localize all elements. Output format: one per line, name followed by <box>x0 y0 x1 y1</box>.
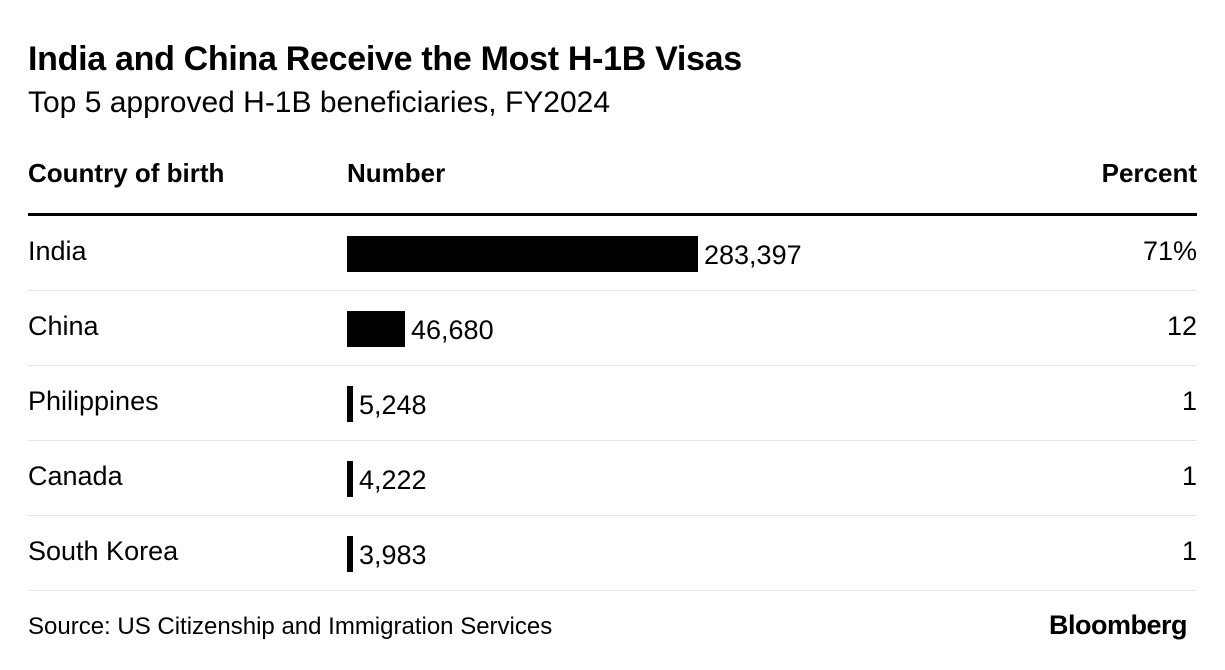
number-value: 5,248 <box>359 390 427 420</box>
country-label: Philippines <box>28 386 159 416</box>
number-bar <box>347 461 353 497</box>
row-divider <box>28 590 1197 591</box>
number-bar <box>347 536 353 572</box>
percent-value: 1 <box>1181 386 1197 416</box>
column-header-percent: Percent <box>1101 158 1197 188</box>
chart-title: India and China Receive the Most H-1B Vi… <box>28 40 742 78</box>
number-value: 4,222 <box>359 465 427 495</box>
number-bar <box>347 386 353 422</box>
row-divider <box>28 440 1197 441</box>
row-divider <box>28 515 1197 516</box>
number-bar <box>347 236 698 272</box>
country-label: India <box>28 236 87 266</box>
number-value: 283,397 <box>704 240 802 270</box>
table-row: Philippines 5,248 1 <box>28 366 1197 441</box>
header-rule <box>28 213 1197 216</box>
column-header-country: Country of birth <box>28 158 225 188</box>
bloomberg-logo: Bloomberg <box>1048 610 1188 640</box>
number-value: 46,680 <box>411 315 494 345</box>
source-note: Source: US Citizenship and Immigration S… <box>28 613 553 640</box>
row-divider <box>28 290 1197 291</box>
chart-subtitle: Top 5 approved H-1B beneficiaries, FY202… <box>28 86 611 119</box>
percent-value: 71% <box>1142 236 1197 266</box>
percent-value: 12 <box>1166 311 1197 341</box>
country-label: South Korea <box>28 536 179 566</box>
number-value: 3,983 <box>359 540 427 570</box>
table-row: China 46,680 12 <box>28 291 1197 366</box>
percent-value: 1 <box>1181 461 1197 491</box>
number-bar <box>347 311 405 347</box>
table-row: South Korea 3,983 1 <box>28 516 1197 591</box>
row-divider <box>28 365 1197 366</box>
column-header-number: Number <box>347 158 446 188</box>
country-label: China <box>28 311 99 341</box>
country-label: Canada <box>28 461 123 491</box>
table-row: Canada 4,222 1 <box>28 441 1197 516</box>
table-row: India 283,397 71% <box>28 216 1197 291</box>
percent-value: 1 <box>1181 536 1197 566</box>
